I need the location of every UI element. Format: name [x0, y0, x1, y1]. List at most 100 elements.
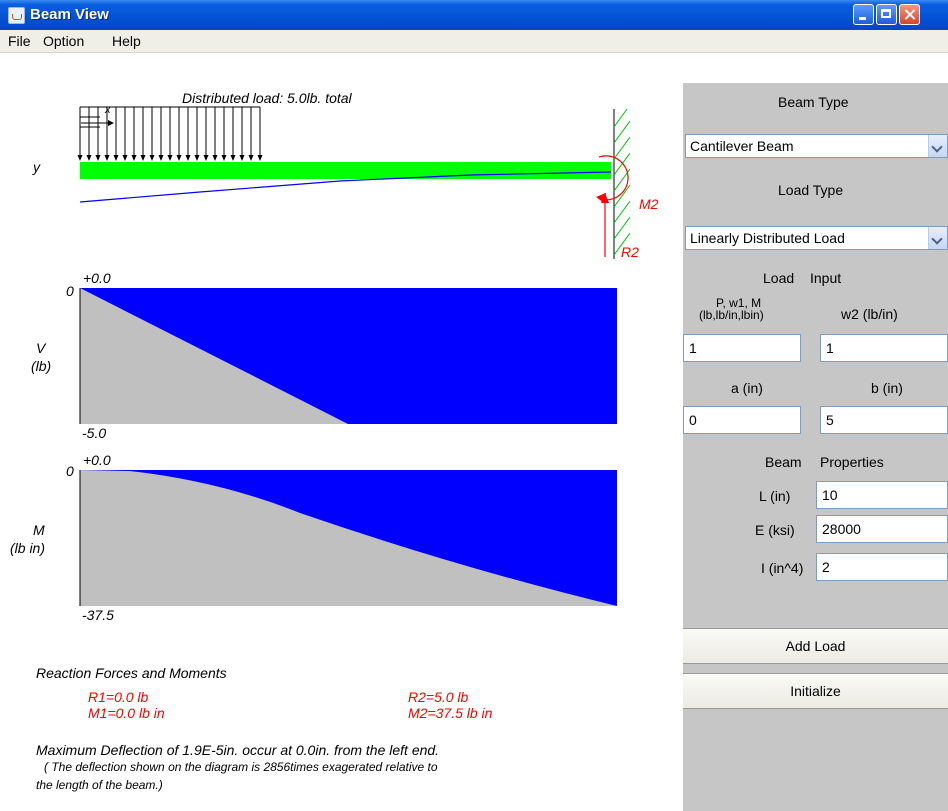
L-input[interactable] [817, 482, 947, 508]
load-type-select[interactable]: Linearly Distributed Load [685, 226, 948, 250]
load-type-value: Linearly Distributed Load [690, 230, 845, 246]
beam-properties-label-b: Properties [820, 454, 884, 470]
java-cup-icon [8, 7, 25, 24]
load-arrow-head [230, 155, 236, 161]
chevron-down-icon[interactable] [928, 135, 947, 157]
shear-top-value: +0.0 [83, 270, 111, 286]
p-field[interactable] [683, 334, 801, 362]
load-arrow-head [185, 155, 191, 161]
m2-label: M2 [639, 196, 659, 212]
y-label: y [33, 159, 40, 175]
I-label: I (in^4) [761, 560, 804, 576]
load-arrow-head [239, 155, 245, 161]
beam-type-select[interactable]: Cantilever Beam [685, 134, 948, 158]
menu-option[interactable]: Option [43, 33, 85, 49]
title-bar: Beam View [0, 0, 948, 30]
x-marker-label: x [105, 104, 111, 116]
deflection-line-2: ( The deflection shown on the diagram is… [44, 760, 438, 774]
moment-top-value: +0.0 [83, 452, 111, 468]
b-label: b (in) [871, 380, 903, 396]
load-arrow-head [122, 155, 128, 161]
load-arrow-head [257, 155, 263, 161]
initialize-button[interactable]: Initialize [683, 673, 948, 709]
load-arrow-head [113, 155, 119, 161]
a-field[interactable] [683, 406, 801, 434]
L-field[interactable] [816, 481, 948, 509]
p-label-1: P, w1, M [716, 296, 762, 310]
w2-input[interactable] [821, 335, 947, 361]
load-arrow-head [86, 155, 92, 161]
deflection-line-3: the length of the beam.) [36, 778, 163, 792]
deflection-line-1: Maximum Deflection of 1.9E-5in. occur at… [36, 742, 440, 758]
E-label: E (ksi) [755, 522, 795, 538]
b-input[interactable] [821, 407, 947, 433]
p-label-2: (lb,lb/in,lbin) [699, 308, 764, 322]
reactions-title: Reaction Forces and Moments [36, 665, 227, 681]
p-input[interactable] [684, 335, 800, 361]
r2-value: R2=5.0 lb [408, 689, 469, 705]
load-arrow-head [212, 155, 218, 161]
load-arrow-head [248, 155, 254, 161]
r2-label: R2 [621, 244, 639, 260]
a-label: a (in) [731, 380, 763, 396]
E-field[interactable] [816, 515, 948, 543]
menu-bar: File Option Help [0, 30, 948, 53]
moment-arc [598, 155, 629, 201]
beam-type-label: Beam Type [778, 94, 849, 110]
r1-value: R1=0.0 lb [88, 689, 149, 705]
beam-body [80, 162, 611, 179]
chevron-down-icon[interactable] [928, 227, 947, 249]
menu-help[interactable]: Help [112, 33, 141, 49]
beam-diagram-svg [77, 106, 631, 606]
load-arrow-head [104, 155, 110, 161]
minimize-icon[interactable] [853, 4, 874, 25]
shear-label: V [36, 340, 46, 356]
menu-file[interactable]: File [8, 33, 31, 49]
diagram-canvas: Distributed load: 5.0lb. total x y M2 R2… [0, 53, 683, 811]
b-field[interactable] [820, 406, 948, 434]
load-caption: Distributed load: 5.0lb. total [182, 90, 352, 106]
load-type-label: Load Type [778, 182, 844, 198]
maximize-icon[interactable] [876, 4, 897, 25]
moment-unit: (lb in) [10, 540, 46, 556]
beam-type-value: Cantilever Beam [690, 138, 794, 154]
moment-bottom-value: -37.5 [82, 607, 114, 623]
m2-value: M2=37.5 lb in [408, 705, 493, 721]
shear-region [80, 288, 348, 424]
close-icon[interactable] [899, 4, 920, 25]
moment-label: M [33, 522, 45, 538]
a-input[interactable] [684, 407, 800, 433]
shear-bottom-value: -5.0 [82, 425, 107, 441]
load-arrow-head [140, 155, 146, 161]
shear-unit: (lb) [31, 358, 52, 374]
load-arrow-head [176, 155, 182, 161]
I-input[interactable] [817, 554, 947, 580]
load-input-label-a: Load [763, 270, 795, 286]
beam-properties-label-a: Beam [765, 454, 802, 470]
w2-field[interactable] [820, 334, 948, 362]
window-title: Beam View [30, 6, 109, 23]
load-arrow-head [149, 155, 155, 161]
moment-region [80, 470, 617, 606]
E-input[interactable] [817, 516, 947, 542]
control-panel: Beam Type Cantilever Beam Load Type Line… [683, 83, 948, 811]
load-arrow-head [221, 155, 227, 161]
load-arrow-set [77, 107, 263, 161]
L-label: L (in) [759, 488, 791, 504]
load-arrow-head [77, 155, 83, 161]
load-arrow-head [95, 155, 101, 161]
deflection-curve [79, 171, 612, 203]
reaction-arrow-head [601, 193, 609, 203]
w2-label: w2 (lb/in) [841, 306, 898, 322]
shear-zero: 0 [66, 283, 74, 299]
load-arrow-head [194, 155, 200, 161]
moment-zero: 0 [66, 463, 74, 479]
load-arrow-head [158, 155, 164, 161]
add-load-button[interactable]: Add Load [683, 628, 948, 664]
load-arrow-head [203, 155, 209, 161]
x-arrow-head [108, 120, 114, 126]
load-arrow-head [131, 155, 137, 161]
load-input-label-b: Input [810, 270, 842, 286]
load-arrow-head [167, 155, 173, 161]
I-field[interactable] [816, 553, 948, 581]
